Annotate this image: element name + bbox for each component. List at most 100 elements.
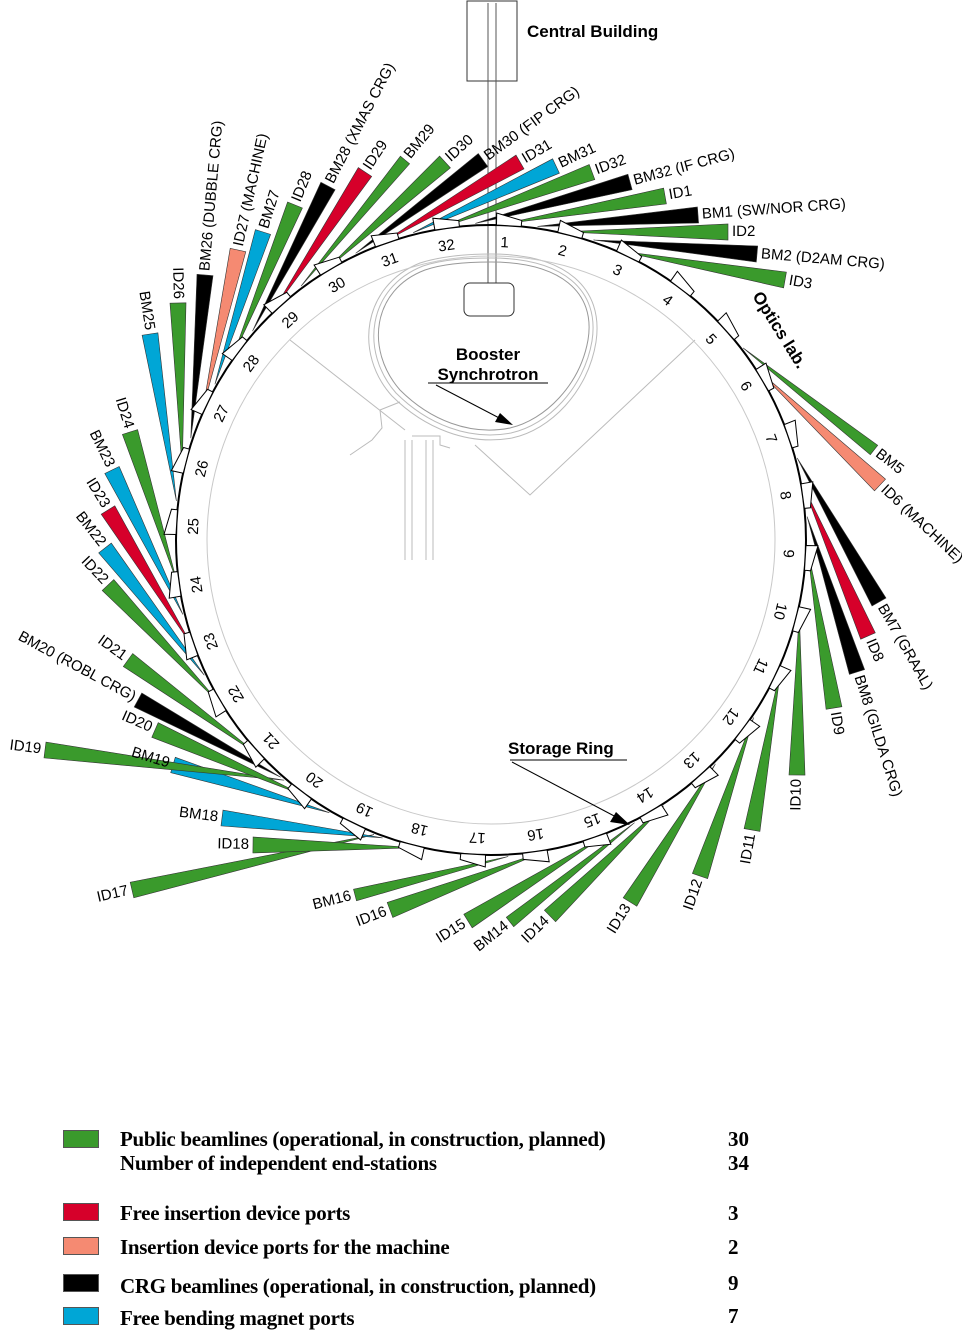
beamline-label: BM31 — [556, 140, 599, 172]
beamline-id15 — [463, 836, 603, 929]
beamline-label: BM20 (ROBL CRG) — [15, 628, 138, 705]
beamline-bm7 — [796, 457, 887, 607]
shield-wall — [800, 481, 814, 509]
beamline-bm14 — [505, 822, 635, 928]
central-building — [466, 0, 518, 300]
cell-number: 14 — [633, 783, 656, 806]
beamline-label: BM26 (DUBBLE CRG) — [196, 120, 226, 272]
cell-shield-boxes — [163, 212, 819, 868]
shield-wall — [495, 212, 523, 228]
beamline-bm8 — [806, 516, 865, 675]
beamline-bm20 — [133, 692, 281, 778]
booster-label-line2: Synchrotron — [437, 365, 538, 384]
shield-wall — [370, 232, 400, 248]
shield-wall — [639, 804, 669, 824]
beamline-label: ID28 — [288, 169, 316, 205]
beamline-id28 — [233, 201, 303, 356]
shield-wall — [313, 256, 343, 276]
shield-wall — [783, 419, 799, 449]
cell-number: 27 — [210, 403, 232, 425]
shield-wall — [768, 664, 792, 692]
storage-ring-label: Storage Ring — [508, 739, 614, 758]
beamline-id10 — [788, 613, 806, 776]
cell-number: 12 — [719, 705, 743, 729]
beamline-label: ID32 — [593, 151, 629, 178]
shield-wall — [190, 388, 214, 416]
shield-wall — [242, 739, 266, 769]
beamline-label: BM23 — [86, 427, 119, 470]
beamline-bm30 — [355, 153, 489, 254]
swatch-machine-id — [63, 1237, 99, 1255]
beamline-id24 — [122, 429, 177, 582]
beamline-label: ID11 — [737, 832, 759, 865]
legend-item-machine-id: Insertion device ports for the machine 2 — [0, 1235, 962, 1263]
esrf-beamline-diagram: Central Building Booster Synchrotron 1 23… — [9, 0, 962, 955]
beamline-id30 — [327, 155, 451, 269]
beamline-bm18 — [220, 809, 383, 839]
shield-wall — [557, 219, 585, 240]
shield-wall — [287, 783, 313, 810]
shield-wall — [170, 446, 191, 474]
beamline-label: BM28 (XMAS CRG) — [322, 60, 399, 186]
cell-number: 18 — [410, 819, 430, 840]
beamline-id20 — [151, 722, 303, 796]
cell-number: 16 — [526, 824, 545, 843]
booster-label-line1: Booster — [456, 345, 521, 364]
beamline-label: ID29 — [360, 137, 392, 173]
shield-wall — [734, 718, 761, 744]
legend-item-crg: CRG beamlines (operational, in construct… — [0, 1271, 962, 1300]
beamline-label: ID13 — [604, 901, 635, 937]
legend-count: 3 — [728, 1201, 739, 1225]
cell-number: 17 — [469, 828, 486, 846]
shield-wall — [803, 544, 819, 572]
beamline-bm31 — [413, 158, 560, 233]
cell-number: 1 — [500, 234, 509, 251]
cell-number: 8 — [776, 490, 794, 501]
cell-number: 24 — [187, 575, 206, 594]
beamline-bm25 — [141, 332, 177, 502]
cell-number: 15 — [581, 809, 602, 831]
beamline-label: BM25 — [135, 290, 158, 331]
beamline-bm5 — [743, 347, 879, 456]
beamline-label: ID2 — [732, 223, 755, 240]
shield-wall — [791, 606, 812, 634]
legend-count: 9 — [728, 1271, 739, 1295]
cell-number: 32 — [437, 236, 456, 255]
shield-wall — [339, 817, 367, 841]
beamline-label: ID19 — [9, 737, 43, 758]
beamline-bm2 — [593, 239, 759, 263]
storage-ring-arrow-icon — [610, 812, 630, 825]
beamline-id21 — [122, 653, 257, 754]
beamline-bm28 — [252, 181, 336, 332]
shield-wall — [615, 239, 643, 263]
cell-number: 2 — [556, 242, 568, 261]
beamline-bm16 — [353, 856, 509, 902]
beamline-id26 — [169, 302, 187, 469]
swatch-free-bm — [63, 1307, 99, 1325]
cell-number: 28 — [240, 352, 264, 376]
shield-wall — [432, 217, 460, 231]
shield-wall — [221, 336, 248, 362]
beamline-bm1 — [537, 206, 699, 227]
cell-number: 6 — [736, 378, 755, 394]
shield-wall — [459, 852, 487, 868]
beamline-id32 — [442, 164, 596, 227]
legend-text: Insertion device ports for the machine — [120, 1235, 450, 1259]
beamline-label: ID24 — [112, 395, 138, 430]
beamline-id11 — [743, 668, 781, 832]
shield-wall — [690, 765, 720, 789]
cell-number: 31 — [379, 249, 400, 271]
legend-count: 7 — [728, 1304, 739, 1328]
shield-wall — [755, 362, 775, 392]
shield-wall — [716, 311, 740, 341]
beamline-bm23 — [104, 466, 184, 615]
beamline-label: BM18 — [178, 804, 219, 826]
beamline-label: ID21 — [94, 632, 130, 664]
beamline-label: BM32 (IF CRG) — [632, 145, 737, 188]
shield-wall — [163, 508, 179, 536]
swatch-public — [63, 1130, 99, 1148]
legend-text: CRG beamlines (operational, in construct… — [120, 1274, 596, 1298]
shield-wall — [262, 291, 292, 315]
legend-count: 2 — [728, 1235, 739, 1259]
cell-number: 5 — [702, 331, 720, 349]
